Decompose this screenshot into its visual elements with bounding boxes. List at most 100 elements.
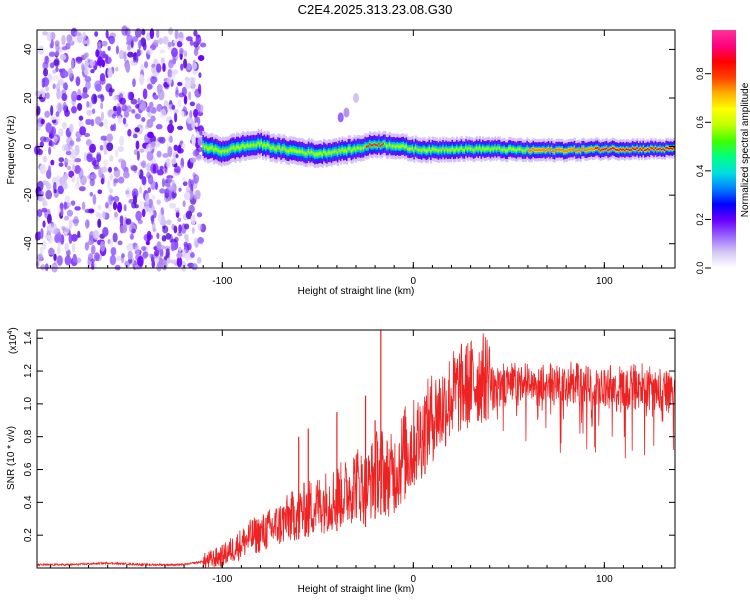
band-segment <box>463 149 466 152</box>
noise-blob <box>177 231 183 237</box>
band-segment <box>485 148 488 151</box>
band-segment <box>494 146 497 149</box>
band-segment <box>515 149 518 152</box>
noise-blob <box>71 106 78 114</box>
band-segment <box>272 146 275 149</box>
band-segment <box>283 147 286 150</box>
noise-blob <box>39 136 47 142</box>
noise-blob <box>153 39 159 45</box>
noise-blob <box>127 128 132 137</box>
noise-blob <box>103 118 109 130</box>
noise-blob <box>182 181 188 187</box>
noise-blob <box>147 187 151 194</box>
noise-blob <box>180 63 184 71</box>
noise-blob <box>154 249 160 257</box>
band-segment <box>375 144 378 147</box>
band-segment <box>595 147 598 150</box>
band-segment <box>346 150 349 153</box>
band-segment <box>318 152 321 155</box>
band-segment <box>482 147 485 150</box>
noise-blob <box>103 159 108 168</box>
noise-blob <box>53 253 57 261</box>
noise-blob <box>86 38 90 47</box>
noise-blob <box>100 166 108 173</box>
band-segment <box>372 144 375 147</box>
noise-blob <box>195 122 199 128</box>
band-segment <box>219 149 222 153</box>
noise-blob <box>49 141 55 147</box>
noise-blob <box>184 79 192 90</box>
noise-blob <box>170 47 178 58</box>
noise-blob <box>150 141 156 148</box>
band-patch <box>337 112 344 123</box>
noise-blob <box>122 117 127 125</box>
noise-blob <box>44 55 50 65</box>
noise-blob <box>109 154 114 163</box>
noise-blob <box>181 143 186 149</box>
band-segment <box>472 149 475 152</box>
colorbar-tick-label: 0.6 <box>695 116 705 129</box>
noise-blob <box>165 158 171 168</box>
noise-blob <box>128 258 133 264</box>
noise-blob <box>125 62 131 73</box>
band-segment <box>651 147 654 150</box>
noise-blob <box>155 123 163 130</box>
y-tick-label: 0.6 <box>23 462 34 476</box>
noise-blob <box>138 201 146 212</box>
noise-blob <box>50 115 57 121</box>
noise-blob <box>105 56 112 64</box>
noise-blob <box>39 246 44 255</box>
band-segment <box>353 147 356 150</box>
noise-blob <box>178 224 182 234</box>
noise-blob <box>48 146 52 155</box>
noise-blob <box>162 62 166 72</box>
noise-blob <box>68 170 75 178</box>
band-segment <box>315 153 318 156</box>
spectrogram-signal-band <box>202 93 676 169</box>
band-segment <box>573 147 576 150</box>
noise-blob <box>112 232 118 243</box>
band-segment <box>300 150 303 153</box>
noise-blob <box>121 253 126 259</box>
band-segment <box>257 141 260 145</box>
noise-blob <box>166 185 173 196</box>
noise-blob <box>123 171 130 179</box>
noise-blob <box>186 64 192 70</box>
band-segment <box>381 144 384 147</box>
colorbar-ticks: 0.0 0.2 0.4 0.6 0.8 <box>695 67 711 274</box>
noise-blob <box>89 58 96 67</box>
noise-blob <box>141 175 147 186</box>
noise-blob <box>83 66 90 76</box>
band-segment <box>304 152 307 155</box>
band-segment <box>216 148 219 151</box>
noise-blob <box>157 89 165 101</box>
band-segment <box>321 153 324 156</box>
noise-blob <box>135 140 140 150</box>
band-segment <box>663 149 666 151</box>
noise-blob <box>103 147 108 155</box>
noise-blob <box>55 43 60 52</box>
band-segment <box>266 143 269 146</box>
noise-blob <box>121 25 128 36</box>
band-segment <box>642 147 645 149</box>
band-segment <box>286 149 289 153</box>
band-segment <box>561 148 564 151</box>
noise-blob <box>150 215 155 222</box>
band-segment <box>382 142 385 145</box>
band-segment <box>627 148 630 151</box>
noise-blob <box>102 210 106 220</box>
noise-blob <box>43 67 49 77</box>
noise-blob <box>151 205 155 212</box>
band-segment <box>220 151 223 154</box>
band-segment <box>511 148 514 151</box>
band-segment <box>249 144 252 147</box>
band-segment <box>278 146 281 149</box>
band-segment <box>297 150 300 153</box>
band-segment <box>222 149 225 153</box>
noise-blob <box>198 83 202 94</box>
band-segment <box>530 149 533 152</box>
noise-blob <box>145 240 150 246</box>
noise-blob <box>66 165 72 171</box>
band-segment <box>239 147 242 150</box>
band-segment <box>593 148 596 150</box>
